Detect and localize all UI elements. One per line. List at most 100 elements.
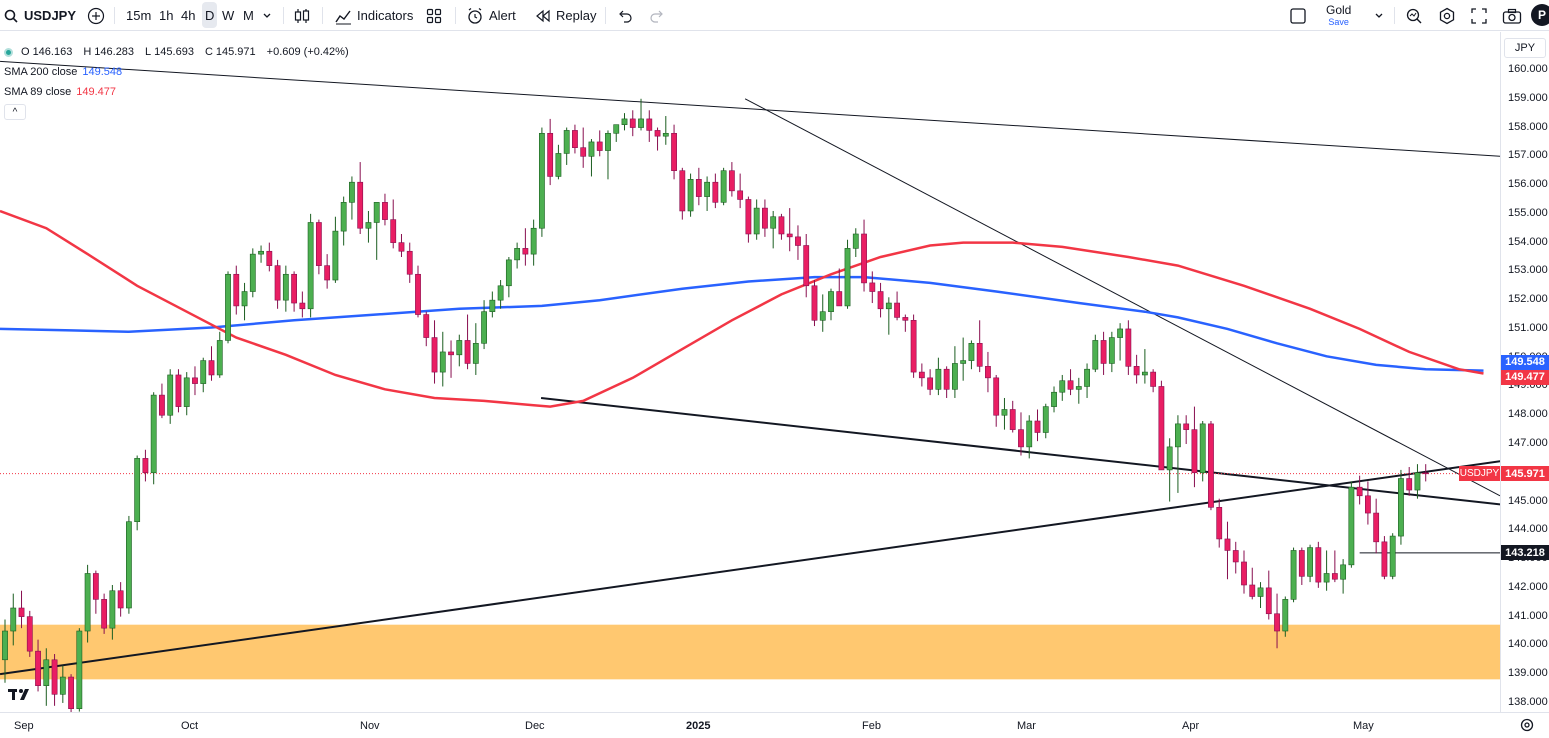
legend-collapse-button[interactable]: ^ bbox=[4, 104, 26, 120]
candle-body bbox=[728, 170, 735, 192]
symbol-search-button[interactable]: USDJPY bbox=[4, 0, 76, 31]
price-tick-label: 142.000 bbox=[1508, 580, 1548, 593]
candle-body bbox=[1265, 587, 1272, 615]
candle-body bbox=[985, 366, 991, 379]
fullscreen-button[interactable] bbox=[1471, 0, 1487, 31]
toolbar-divider bbox=[1394, 7, 1395, 24]
snapshot-button[interactable] bbox=[1502, 0, 1522, 31]
candle-body bbox=[150, 394, 157, 474]
candle-body bbox=[795, 236, 801, 246]
candle-body bbox=[456, 340, 463, 356]
undo-button[interactable] bbox=[617, 0, 633, 31]
price-tick-label: 144.000 bbox=[1508, 523, 1548, 536]
redo-button[interactable] bbox=[649, 0, 665, 31]
candle-body bbox=[59, 676, 66, 695]
candle-body bbox=[92, 573, 99, 600]
ohlc-change: +0.609 (+0.42%) bbox=[266, 45, 349, 58]
candle-body bbox=[505, 259, 512, 287]
trendline-rising-support[interactable] bbox=[0, 460, 1500, 676]
candle-body bbox=[572, 130, 578, 148]
candle-body bbox=[960, 360, 967, 364]
candle-body bbox=[613, 124, 620, 134]
timeframe-dropdown[interactable] bbox=[262, 0, 272, 31]
chart-pane[interactable] bbox=[0, 32, 1500, 712]
alarm-clock-icon bbox=[468, 7, 482, 24]
sma200-legend[interactable]: SMA 200 close 149.548 bbox=[4, 62, 352, 82]
candles-icon bbox=[294, 8, 310, 23]
open-value: 146.163 bbox=[32, 45, 73, 58]
candle-body bbox=[671, 132, 677, 171]
candle-body bbox=[249, 253, 256, 292]
trendline-upper-resistance[interactable] bbox=[0, 60, 1500, 157]
symbol-price-tag: USDJPY bbox=[1459, 466, 1500, 482]
candle-body bbox=[1315, 547, 1322, 583]
candle-body bbox=[307, 222, 314, 310]
candle-body bbox=[1224, 538, 1231, 551]
timeframe-d[interactable]: D bbox=[202, 2, 218, 28]
candle-body bbox=[1117, 328, 1123, 338]
candle-body bbox=[745, 199, 752, 235]
candle-body bbox=[497, 285, 504, 301]
trendline-descending[interactable] bbox=[744, 98, 1500, 497]
sma89-legend[interactable]: SMA 89 close 149.477 bbox=[4, 82, 352, 102]
settings-button[interactable] bbox=[1438, 0, 1456, 31]
candle-body bbox=[968, 343, 975, 361]
trendlines[interactable] bbox=[0, 60, 1500, 676]
candle-body bbox=[415, 273, 421, 315]
candle-body bbox=[1051, 391, 1057, 407]
layout-name-button[interactable]: Gold Save bbox=[1326, 0, 1351, 31]
layout-dropdown[interactable] bbox=[1374, 0, 1384, 31]
redo-icon bbox=[650, 10, 663, 23]
sma89-label: SMA 89 close bbox=[4, 85, 72, 98]
candle-body bbox=[1034, 420, 1041, 433]
candle-body bbox=[1323, 573, 1330, 583]
add-symbol-button[interactable] bbox=[87, 0, 105, 31]
candle-body bbox=[828, 291, 834, 312]
ohlc-close: C 145.971 bbox=[205, 46, 259, 59]
layout-select-button[interactable] bbox=[1289, 0, 1307, 31]
timeframe-m[interactable]: M bbox=[243, 8, 254, 23]
chart-type-button[interactable] bbox=[294, 0, 310, 31]
time-label-sep: Sep bbox=[14, 720, 34, 732]
candle-body bbox=[646, 118, 653, 131]
candle-body bbox=[282, 273, 289, 301]
replay-button[interactable]: Replay bbox=[535, 0, 596, 31]
timeframe-w[interactable]: W bbox=[222, 8, 235, 23]
candle-body bbox=[844, 248, 851, 307]
quick-search-button[interactable] bbox=[1405, 0, 1423, 31]
candle-body bbox=[1175, 423, 1181, 448]
profile-avatar[interactable]: P bbox=[1531, 4, 1549, 26]
candle-body bbox=[167, 374, 174, 416]
timeframe-4h[interactable]: 4h bbox=[181, 8, 196, 23]
camera-icon bbox=[1502, 8, 1522, 24]
candle-body bbox=[563, 130, 570, 154]
candle-body bbox=[349, 181, 355, 203]
axis-settings-button[interactable] bbox=[1519, 717, 1535, 738]
alert-label: Alert bbox=[489, 8, 516, 23]
candle-body bbox=[803, 245, 810, 287]
timeframe-15m[interactable]: 15m bbox=[126, 8, 152, 23]
price-chart[interactable] bbox=[0, 32, 1500, 712]
currency-button[interactable]: JPY bbox=[1504, 38, 1546, 58]
price-axis[interactable] bbox=[1500, 32, 1549, 712]
open-label: O bbox=[21, 45, 30, 58]
alert-button[interactable]: Alert bbox=[466, 0, 516, 31]
templates-button[interactable] bbox=[426, 0, 442, 31]
time-label-dec: Dec bbox=[525, 720, 545, 732]
candle-body bbox=[894, 302, 900, 318]
price-tick-label: 141.000 bbox=[1508, 609, 1548, 622]
candle-body bbox=[101, 599, 108, 629]
candle-body bbox=[555, 153, 562, 177]
price-tick-label: 157.000 bbox=[1508, 149, 1548, 162]
time-axis[interactable]: Sep Oct Nov Dec 2025 Feb Mar Apr May bbox=[0, 712, 1549, 736]
indicators-button[interactable]: Indicators bbox=[334, 0, 413, 31]
horizontal-line-price-tag: 143.218 bbox=[1501, 545, 1549, 561]
candle-body bbox=[1199, 423, 1206, 474]
candle-body bbox=[340, 202, 347, 232]
tradingview-logo[interactable] bbox=[8, 686, 36, 707]
candle-body bbox=[315, 222, 322, 266]
timeframe-1h[interactable]: 1h bbox=[159, 8, 174, 23]
candle-body bbox=[762, 207, 768, 229]
candle-body bbox=[869, 282, 876, 292]
candle-body bbox=[1075, 386, 1082, 390]
